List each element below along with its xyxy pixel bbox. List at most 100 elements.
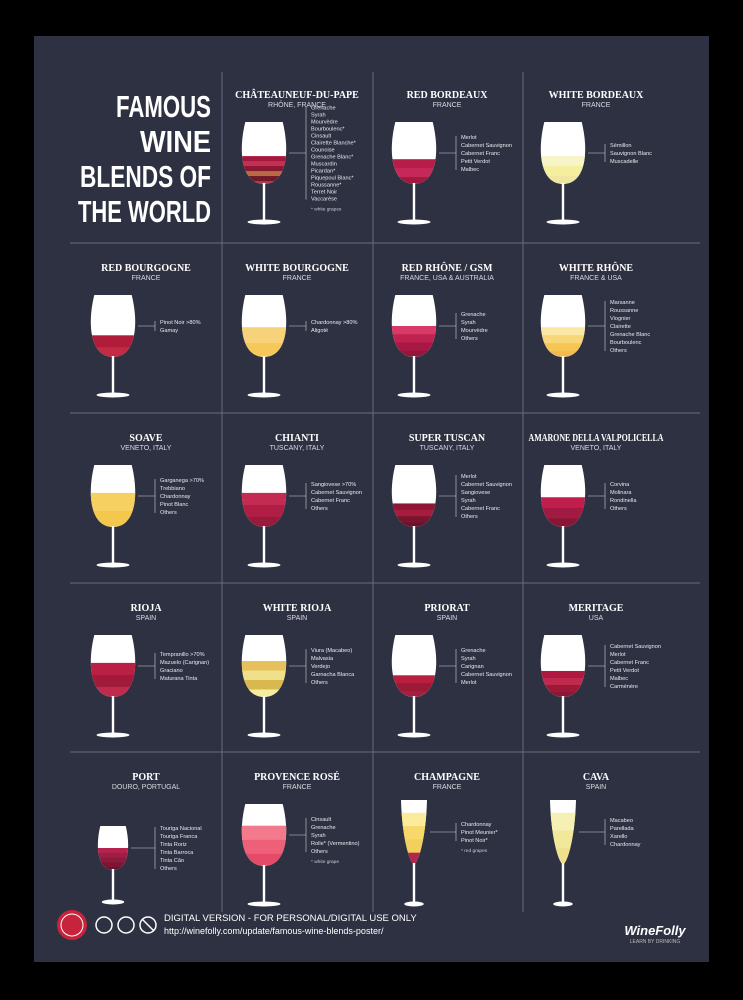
- glass-stem: [561, 863, 565, 903]
- glass-base: [553, 901, 573, 907]
- wine-band: [550, 830, 576, 849]
- blend-region: TUSCANY, ITALY: [270, 445, 325, 452]
- glass-base: [247, 219, 281, 225]
- glass-stem: [412, 526, 416, 564]
- wine-glass: [540, 465, 586, 568]
- grape: Verdejo: [311, 664, 330, 670]
- grape: Others: [610, 348, 627, 354]
- wine-glass: [90, 635, 136, 738]
- wine-band: [391, 683, 437, 692]
- grape: Grenache: [461, 648, 486, 654]
- glass-base: [546, 732, 580, 738]
- grape: Cabernet Sauvignon: [461, 672, 512, 678]
- blend-region: SPAIN: [586, 784, 607, 791]
- grape: Cabernet Sauvignon: [461, 482, 512, 488]
- blend-name: CHIANTI: [275, 433, 319, 444]
- wine-band: [97, 857, 129, 863]
- wine-glass: [241, 295, 287, 398]
- grape: Syrah: [461, 656, 476, 662]
- grape: Clairette: [610, 324, 631, 330]
- wine-band: [401, 826, 427, 840]
- wine-band: [550, 812, 576, 832]
- grape: Sémillon: [610, 143, 631, 149]
- wine-glass: [391, 465, 437, 568]
- wine-band: [540, 327, 586, 336]
- wine-glass: [540, 635, 586, 738]
- wine-band: [90, 347, 136, 357]
- grape: Pinot Noir*: [461, 838, 489, 844]
- blend-name: RIOJA: [130, 603, 162, 614]
- blend-name: CHAMPAGNE: [414, 772, 480, 783]
- glass-base: [101, 899, 125, 905]
- blend-region: VENETO, ITALY: [121, 445, 172, 452]
- glass-stem: [111, 869, 115, 901]
- grape: Sangiovese >70%: [311, 482, 356, 488]
- blend-name: CAVA: [583, 772, 610, 783]
- blend-name: PROVENCE ROSÉ: [254, 771, 340, 783]
- wine-band: [540, 351, 586, 357]
- grape: Terret Noir: [311, 190, 337, 196]
- grape: Clairette Blanche*: [311, 141, 357, 147]
- glass-base: [96, 732, 130, 738]
- blend-name: SUPER TUSCAN: [409, 433, 486, 444]
- blend-name: SOAVE: [129, 433, 162, 444]
- blend-region: DOURO, PORTUGAL: [112, 784, 180, 791]
- grape: Pinot Meunier*: [461, 830, 499, 836]
- grape: Viura (Macabeo): [311, 648, 352, 654]
- blend-name: WHITE BOURGOGNE: [245, 263, 349, 274]
- grape: Malbec: [610, 676, 628, 682]
- glass-stem: [262, 696, 266, 734]
- blend-region: VENETO, ITALY: [571, 445, 622, 452]
- wine-band: [241, 670, 287, 681]
- brand: WineFolly: [624, 923, 686, 938]
- grape: Mazuelo (Carignan): [160, 660, 209, 666]
- wine-band: [241, 689, 287, 697]
- grape: Chardonnay: [160, 494, 191, 500]
- glass-base: [247, 732, 281, 738]
- grape: Sauvignon Blanc: [610, 151, 652, 157]
- wine-glass: [401, 800, 427, 907]
- wine-band: [241, 661, 287, 672]
- glass-stem: [412, 696, 416, 734]
- grape: Mourvèdre: [461, 328, 488, 334]
- wine-glass: [97, 826, 129, 905]
- glass-base: [397, 562, 431, 568]
- grape: Garnacha Blanca: [311, 672, 355, 678]
- wine-glass: [241, 804, 287, 907]
- blend-name: AMARONE DELLA VALPOLICELLA: [529, 433, 665, 444]
- glass-stem: [262, 526, 266, 564]
- grape: Cabernet Franc: [461, 506, 500, 512]
- blend-name: WHITE RIOJA: [263, 603, 332, 614]
- grape: Trebbiano: [160, 486, 185, 492]
- wine-band: [401, 839, 427, 854]
- grape: Pinot Noir >80%: [160, 320, 201, 326]
- wine-band: [391, 177, 437, 184]
- grape: Aligoté: [311, 328, 328, 334]
- wine-band: [540, 497, 586, 509]
- grape: Maturana Tinta: [160, 676, 198, 682]
- grape: Pinot Blanc: [160, 502, 188, 508]
- grape: Others: [311, 506, 328, 512]
- wine-band: [90, 492, 136, 512]
- wine-band: [391, 522, 437, 527]
- grape: Grenache: [311, 825, 336, 831]
- glass-stem: [262, 865, 266, 903]
- grape: Grenache Blanc*: [311, 155, 354, 161]
- grape: Cinsault: [311, 817, 332, 823]
- wine-band: [391, 334, 437, 343]
- glass-stem: [412, 183, 416, 221]
- wine-band: [97, 867, 129, 870]
- glass-base: [397, 392, 431, 398]
- blend-name: RED BORDEAUX: [407, 90, 489, 101]
- glass-stem: [262, 356, 266, 394]
- title-line: WINE: [140, 124, 211, 159]
- blend-region: FRANCE, USA & AUSTRALIA: [400, 275, 494, 282]
- wine-band: [241, 171, 287, 177]
- grape: Cabernet Sauvignon: [311, 490, 362, 496]
- wine-glass: [540, 295, 586, 398]
- blend-region: FRANCE & USA: [570, 275, 622, 282]
- blend-region: FRANCE: [433, 784, 462, 791]
- wine-band: [97, 848, 129, 854]
- grape: Bourboulenc*: [311, 127, 345, 133]
